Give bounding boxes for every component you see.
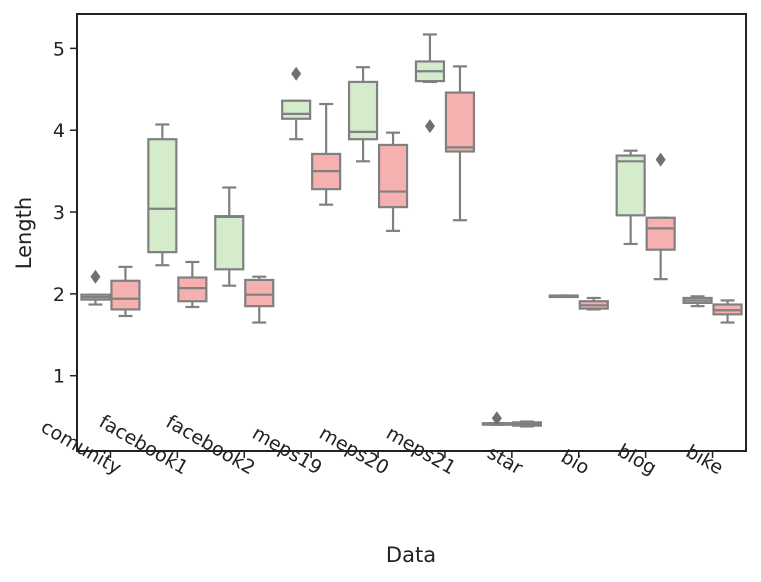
plot-layer [80, 33, 743, 428]
box-iqr [281, 99, 312, 120]
box-pink-facebook2 [244, 275, 275, 324]
x-axis: comunityfacebook1facebook2meps19meps20me… [37, 411, 727, 480]
box-iqr [147, 138, 178, 254]
box-pink-meps19 [311, 102, 342, 206]
box-green-comunity [80, 269, 111, 306]
box-green-facebook2 [214, 186, 245, 287]
x-tick-label-blog: blog [614, 440, 661, 480]
box-iqr [244, 278, 275, 308]
box-pink-facebook1 [177, 260, 208, 309]
outlier-point [655, 152, 666, 167]
y-tick-label: 2 [53, 284, 65, 306]
box-green-bike [682, 295, 713, 308]
box-iqr [110, 279, 141, 311]
box-iqr [377, 143, 409, 209]
box-iqr [645, 216, 676, 251]
box-pink-meps20 [377, 131, 409, 232]
x-axis-label: Data [386, 543, 436, 567]
box-iqr [347, 80, 379, 141]
box-pink-star [511, 420, 542, 428]
x-tick-label-bike: bike [682, 441, 727, 480]
outlier-point [491, 411, 502, 426]
y-axis: 1 2 3 4 5 [53, 38, 77, 388]
box-green-star [481, 411, 512, 426]
box-green-meps19 [281, 66, 312, 141]
box-green-meps21 [414, 33, 446, 134]
box-iqr [177, 276, 208, 303]
y-tick-label: 3 [53, 202, 65, 224]
y-tick-label: 1 [53, 366, 65, 388]
outlier-point [291, 66, 302, 81]
outlier-point [90, 269, 101, 284]
box-green-facebook1 [147, 123, 178, 267]
y-tick-label: 5 [53, 38, 65, 60]
box-pink-comunity [110, 265, 141, 318]
y-axis-label: Length [12, 197, 36, 269]
x-tick-label-star: star [483, 442, 526, 480]
box-pink-meps21 [444, 65, 476, 222]
box-green-bio [548, 294, 579, 299]
box-iqr [444, 91, 476, 153]
plot-frame [76, 13, 747, 452]
box-green-meps20 [347, 66, 379, 163]
box-pink-bio [578, 296, 609, 311]
box-iqr [615, 154, 646, 217]
box-green-blog [615, 149, 646, 246]
box-pink-blog [645, 152, 676, 281]
y-tick-label: 4 [53, 120, 65, 142]
outlier-point [424, 119, 435, 134]
box-iqr [214, 215, 245, 271]
box-pink-bike [712, 299, 743, 324]
